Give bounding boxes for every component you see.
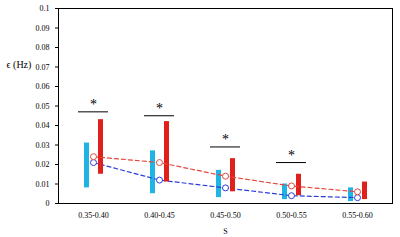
- svg-text:0.04: 0.04: [36, 121, 50, 130]
- svg-text:0.09: 0.09: [36, 24, 50, 33]
- svg-text:0.06: 0.06: [36, 82, 50, 91]
- svg-text:*: *: [288, 148, 295, 163]
- svg-text:*: *: [90, 97, 97, 112]
- svg-text:0.03: 0.03: [36, 141, 50, 150]
- svg-text:0.55-0.60: 0.55-0.60: [342, 211, 373, 220]
- svg-text:*: *: [156, 101, 163, 116]
- svg-text:0.45-0.50: 0.45-0.50: [210, 211, 241, 220]
- svg-text:0.07: 0.07: [36, 63, 50, 72]
- svg-text:S: S: [223, 227, 227, 236]
- svg-text:0.35-0.40: 0.35-0.40: [78, 211, 109, 220]
- svg-text:0.08: 0.08: [36, 43, 50, 52]
- svg-text:0.02: 0.02: [36, 160, 50, 169]
- svg-text:0: 0: [46, 199, 50, 208]
- svg-text:0.01: 0.01: [36, 180, 50, 189]
- svg-text:0.50-0.55: 0.50-0.55: [276, 211, 307, 220]
- svg-text:0.1: 0.1: [40, 4, 50, 13]
- svg-text:0.05: 0.05: [36, 102, 50, 111]
- svg-text:ϵ (Hz): ϵ (Hz): [7, 59, 32, 71]
- svg-text:*: *: [222, 132, 229, 147]
- svg-text:0.40-0.45: 0.40-0.45: [144, 211, 175, 220]
